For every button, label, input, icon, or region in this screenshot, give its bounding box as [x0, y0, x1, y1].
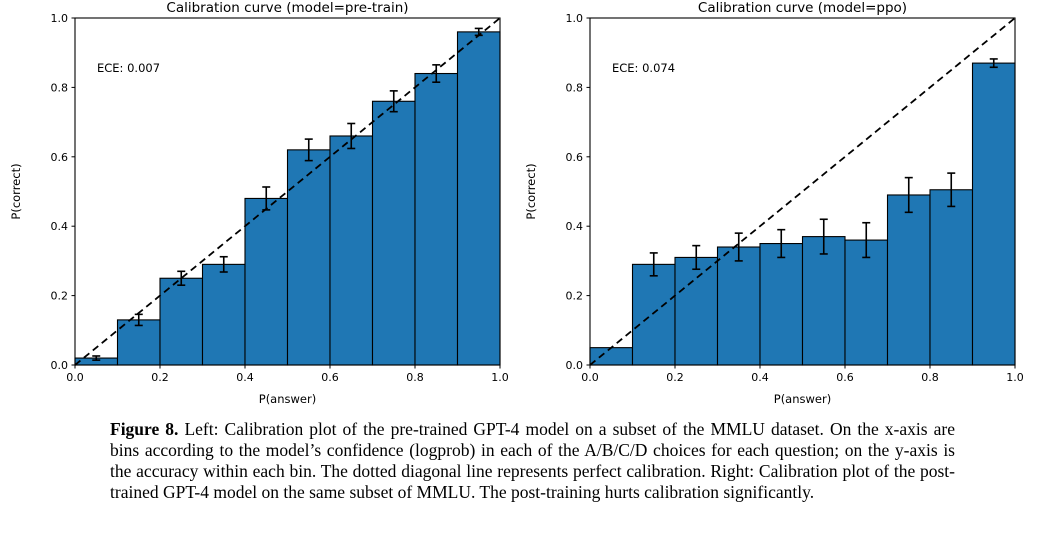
- figure-label: Figure 8.: [110, 419, 179, 439]
- chart-title: Calibration curve (model=ppo): [698, 0, 907, 16]
- bar: [759, 243, 804, 366]
- y-tick-label: 0.6: [566, 151, 584, 164]
- bar: [286, 149, 331, 366]
- axes-box: [589, 17, 1016, 366]
- x-tick-label: 0.4: [236, 371, 254, 384]
- bar: [116, 319, 161, 366]
- ticks-group: 0.0 0.2 0.4 0.6 0.8 1.0 0.0 0.2 0.4 0.6 0.8 1.0: [566, 12, 1024, 384]
- x-tick-label: 0.6: [836, 371, 854, 384]
- y-axis-label: P(correct): [524, 163, 538, 219]
- x-tick-label: 0.6: [321, 371, 339, 384]
- x-tick-label: 0.8: [921, 371, 939, 384]
- ece-annotation: ECE: 0.074: [612, 61, 675, 75]
- x-tick-label: 0.2: [151, 371, 169, 384]
- calibration-chart-ppo: 0.0 0.2 0.4 0.6 0.8 1.0 0.0 0.2 0.4 0.6 0.8 1.0 P(an…: [524, 0, 1024, 406]
- y-tick-label: 0.4: [51, 220, 69, 233]
- calibration-chart-pretrain: 0.0 0.2 0.4 0.6 0.8 1.0 0.0 0.2 0.4 0.6 0.8 1.0 P(an…: [9, 0, 509, 406]
- bar: [674, 256, 719, 366]
- chart-title: Calibration curve (model=pre-train): [166, 0, 408, 16]
- x-tick-label: 0.8: [406, 371, 424, 384]
- errorbars-group: [92, 27, 483, 361]
- axes-box: [74, 17, 501, 366]
- x-tick-label: 0.0: [581, 371, 599, 384]
- y-tick-label: 0.2: [566, 290, 584, 303]
- x-tick-label: 0.4: [751, 371, 769, 384]
- ece-annotation: ECE: 0.007: [97, 61, 160, 75]
- x-tick-label: 1.0: [491, 371, 509, 384]
- bar: [371, 100, 416, 366]
- y-tick-label: 0.4: [566, 220, 584, 233]
- y-tick-label: 0.8: [566, 81, 584, 94]
- y-tick-label: 0.8: [51, 81, 69, 94]
- bar: [886, 194, 931, 366]
- bar: [201, 263, 246, 366]
- x-tick-label: 0.0: [66, 371, 84, 384]
- bar: [329, 135, 374, 366]
- bar: [801, 236, 846, 366]
- bar: [631, 263, 676, 366]
- errorbars-group: [649, 58, 998, 277]
- bar: [456, 31, 501, 366]
- bar: [844, 239, 889, 366]
- y-tick-label: 1.0: [51, 12, 69, 25]
- x-axis-label: P(answer): [259, 392, 316, 406]
- bar: [244, 197, 289, 366]
- bar: [589, 347, 634, 366]
- y-tick-label: 1.0: [566, 12, 584, 25]
- bar: [971, 62, 1016, 366]
- bar: [414, 72, 459, 366]
- bars-group: [589, 62, 1016, 366]
- bar: [716, 246, 761, 366]
- x-tick-label: 0.2: [666, 371, 684, 384]
- ticks-group: 0.0 0.2 0.4 0.6 0.8 1.0 0.0 0.2 0.4 0.6 0.8 1.0: [51, 12, 509, 384]
- y-tick-label: 0.0: [51, 359, 69, 372]
- y-tick-label: 0.6: [51, 151, 69, 164]
- y-axis-label: P(correct): [9, 163, 23, 219]
- x-tick-label: 1.0: [1006, 371, 1024, 384]
- caption-text: Left: Calibration plot of the pre-traine…: [110, 419, 955, 502]
- y-tick-label: 0.2: [51, 290, 69, 303]
- bar: [929, 189, 974, 366]
- figure-caption: Figure 8. Left: Calibration plot of the …: [110, 419, 955, 503]
- y-tick-label: 0.0: [566, 359, 584, 372]
- x-axis-label: P(answer): [774, 392, 831, 406]
